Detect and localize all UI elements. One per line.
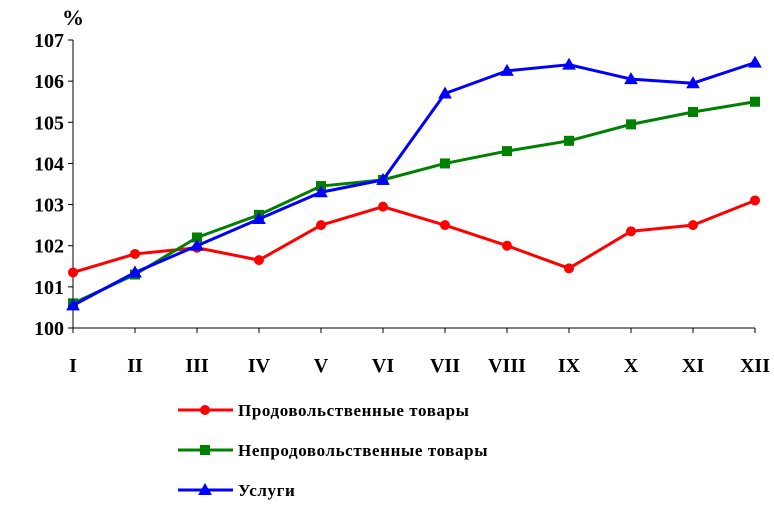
x-tick-label: III	[185, 355, 209, 377]
y-tick-label: 105	[34, 112, 64, 134]
y-tick-label: 102	[34, 236, 64, 258]
data-point	[503, 241, 512, 250]
series-line	[73, 63, 755, 306]
data-point	[131, 249, 140, 258]
legend-item: Непродовольственные товары	[178, 441, 488, 460]
data-point	[565, 264, 574, 273]
x-tick-label: II	[127, 355, 143, 377]
data-point	[627, 227, 636, 236]
series-layer	[67, 57, 761, 310]
x-tick-label: I	[69, 355, 77, 377]
y-tick-label: 107	[34, 30, 64, 52]
x-tick-label: VI	[372, 355, 394, 377]
legend: Продовольственные товары Непродовольствен…	[178, 401, 488, 500]
data-point	[69, 268, 78, 277]
data-point	[317, 221, 326, 230]
legend-label: Продовольственные товары	[238, 401, 470, 420]
y-tick-label: 100	[34, 318, 64, 340]
y-tick-label: 106	[34, 71, 64, 93]
legend-label: Услуги	[238, 481, 295, 500]
data-point	[689, 221, 698, 230]
y-tick-label: 101	[34, 277, 64, 299]
legend-item: Услуги	[178, 481, 295, 500]
data-point	[441, 221, 450, 230]
data-point	[565, 136, 574, 145]
series-line	[73, 102, 755, 304]
legend-swatch-marker	[201, 446, 210, 455]
x-tick-label: XII	[740, 355, 770, 377]
x-tick-label: X	[624, 355, 639, 377]
series-1	[69, 196, 760, 277]
series-line	[73, 200, 755, 272]
x-tick-label: IV	[248, 355, 271, 377]
data-point	[503, 147, 512, 156]
data-point	[441, 159, 450, 168]
data-point	[749, 57, 761, 68]
y-tick-label: 103	[34, 195, 64, 217]
series-2	[69, 97, 760, 308]
data-point	[751, 97, 760, 106]
x-tick-label: VII	[430, 355, 460, 377]
legend-item: Продовольственные товары	[178, 401, 470, 420]
data-point	[627, 120, 636, 129]
y-tick-label: 104	[34, 153, 64, 175]
data-point	[751, 196, 760, 205]
y-axis-unit-label: %	[62, 5, 84, 30]
data-point	[689, 108, 698, 117]
legend-swatch-marker	[201, 406, 210, 415]
data-point	[255, 256, 264, 265]
series-3	[67, 57, 761, 310]
x-tick-label: XI	[682, 355, 704, 377]
x-tick-label: IX	[558, 355, 581, 377]
data-point	[379, 202, 388, 211]
x-tick-label: V	[314, 355, 329, 377]
x-tick-label: VIII	[488, 355, 526, 377]
legend-label: Непродовольственные товары	[238, 441, 488, 460]
